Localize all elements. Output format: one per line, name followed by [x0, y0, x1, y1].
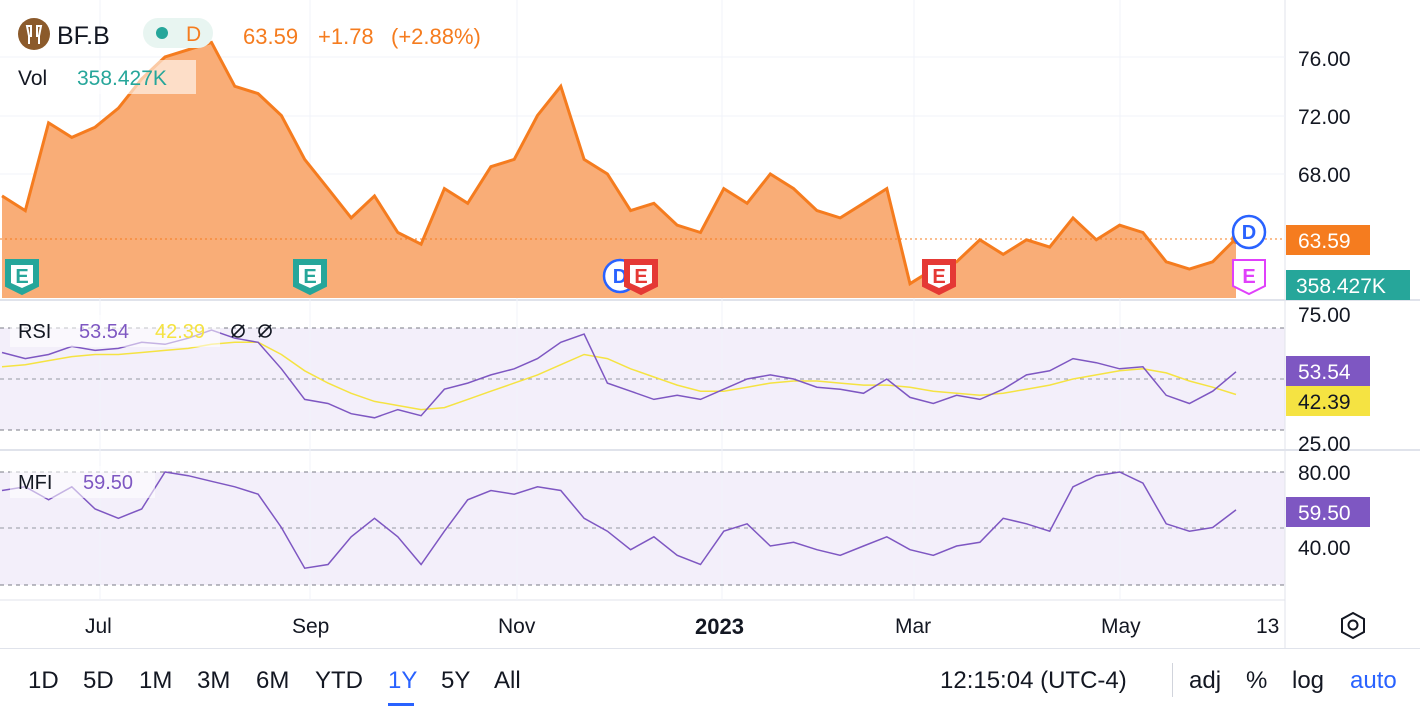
- timeframe-5d-button[interactable]: 5D: [83, 667, 114, 694]
- time-tick: May: [1101, 615, 1141, 638]
- mfi-tick: 80.00: [1298, 462, 1351, 485]
- dividend-marker[interactable]: D: [1231, 214, 1267, 250]
- rsi-legend-bg: [10, 315, 220, 347]
- price-axis[interactable]: 76.00 72.00 68.00 63.59 358.427K: [1286, 48, 1410, 300]
- earnings-marker[interactable]: E: [1232, 259, 1266, 296]
- timeframe-all-button[interactable]: All: [494, 667, 521, 694]
- price-tick: 76.00: [1298, 48, 1351, 71]
- auto-scale-toggle[interactable]: auto: [1350, 667, 1397, 694]
- rsi-label: RSI: [18, 321, 51, 343]
- last-price-tag: [1286, 225, 1370, 255]
- mfi-tag-text: 59.50: [1298, 502, 1351, 525]
- brand-logo-icon: [18, 18, 50, 50]
- timeframe-1m-button[interactable]: 1M: [139, 667, 173, 694]
- marker-label: E: [1242, 266, 1255, 288]
- active-timeframe-indicator: [388, 703, 414, 706]
- time-tick: Mar: [895, 615, 931, 638]
- percent-scale-toggle[interactable]: %: [1246, 667, 1268, 694]
- price-tick: 72.00: [1298, 106, 1351, 129]
- earnings-marker[interactable]: E: [922, 259, 956, 296]
- mfi-axis[interactable]: 80.00 40.00 59.50: [1286, 462, 1370, 560]
- vol-value: 358.427K: [77, 67, 167, 90]
- rsi-tick: 75.00: [1298, 304, 1351, 327]
- clock-readout[interactable]: 12:15:04 (UTC-4): [940, 667, 1127, 694]
- mfi-line: [1, 471, 1237, 570]
- mfi-tick: 40.00: [1298, 537, 1351, 560]
- last-price-tag-text: 63.59: [1298, 230, 1351, 253]
- price-area: [2, 42, 1236, 299]
- mfi-legend: MFI 59.50: [10, 466, 155, 498]
- earnings-marker[interactable]: E: [5, 259, 39, 296]
- rsi-axis[interactable]: 75.00 25.00 53.54 42.39: [1286, 304, 1370, 456]
- hidden-icon[interactable]: [258, 324, 272, 338]
- rsi-tag: [1286, 356, 1370, 386]
- timeframe-5y-button[interactable]: 5Y: [441, 667, 471, 694]
- time-tick: Jul: [85, 615, 112, 638]
- rsi-ma-tag-text: 42.39: [1298, 391, 1351, 414]
- rsi-tick: 25.00: [1298, 433, 1351, 456]
- time-tick-year: 2023: [695, 614, 744, 639]
- timeframe-ytd-button[interactable]: YTD: [315, 667, 363, 694]
- marker-label: E: [15, 266, 28, 288]
- last-volume-tag-text: 358.427K: [1296, 275, 1386, 298]
- time-tick: Sep: [292, 615, 329, 638]
- price-tick: 68.00: [1298, 164, 1351, 187]
- rsi-legend: RSI 53.54 42.39: [10, 315, 272, 347]
- timeframe-6m-button[interactable]: 6M: [256, 667, 290, 694]
- timeframe-1d-button[interactable]: 1D: [28, 667, 59, 694]
- interval-pill[interactable]: [143, 18, 213, 48]
- last-volume-tag: [1286, 270, 1410, 300]
- timeframe-toolbar: 1D 5D 1M 3M 6M YTD 1Y 5Y All 12:15:04 (U…: [0, 648, 1420, 721]
- change-value: +1.78: [318, 24, 374, 49]
- hidden-icon[interactable]: [231, 324, 245, 338]
- legend-header: BF.B D 63.59 +1.78 (+2.88%) Vol 358.427K: [10, 18, 481, 94]
- time-axis[interactable]: Jul Sep Nov 2023 Mar May 13: [85, 614, 1279, 639]
- marker-label: E: [932, 266, 945, 288]
- rsi-tag-text: 53.54: [1298, 361, 1351, 384]
- chart-canvas[interactable]: E E D E EDE BF.B D 63.59 +1.78 (+2.88%) Vol …: [0, 0, 1420, 648]
- rsi-ma-value: 42.39: [155, 321, 205, 343]
- time-tick: Nov: [498, 615, 536, 638]
- glass-icon: [25, 25, 43, 44]
- mfi-legend-bg: [10, 466, 155, 498]
- log-scale-toggle[interactable]: log: [1292, 667, 1325, 694]
- mfi-label: MFI: [18, 472, 52, 494]
- rsi-ma-tag: [1286, 386, 1370, 416]
- marker-label: D: [613, 266, 627, 288]
- event-markers[interactable]: E E D E EDE: [5, 214, 1267, 296]
- earnings-marker[interactable]: E: [293, 259, 327, 296]
- vol-legend-bg: [10, 60, 196, 94]
- mfi-value: 59.50: [83, 472, 133, 494]
- earnings-marker[interactable]: E: [624, 259, 658, 296]
- settings-icon[interactable]: [1341, 611, 1365, 640]
- price-value: 63.59: [243, 24, 298, 49]
- toolbar-divider: [1172, 663, 1173, 697]
- timeframe-3m-button[interactable]: 3M: [197, 667, 231, 694]
- marker-label: E: [634, 266, 647, 288]
- rsi-value: 53.54: [79, 321, 129, 343]
- symbol-label[interactable]: BF.B: [57, 22, 110, 50]
- change-percent: (+2.88%): [391, 24, 481, 49]
- market-status-icon: [156, 27, 168, 39]
- hidden-icon-slash: [258, 324, 272, 338]
- marker-label: E: [303, 266, 316, 288]
- interval-label: D: [186, 23, 201, 46]
- timeframe-1y-button[interactable]: 1Y: [388, 667, 418, 694]
- hidden-icon-slash: [231, 324, 245, 338]
- adjust-toggle[interactable]: adj: [1189, 667, 1222, 694]
- marker-label: D: [1242, 222, 1256, 244]
- mfi-tag: [1286, 497, 1370, 527]
- time-tick: 13: [1256, 615, 1279, 638]
- vol-label: Vol: [18, 67, 47, 90]
